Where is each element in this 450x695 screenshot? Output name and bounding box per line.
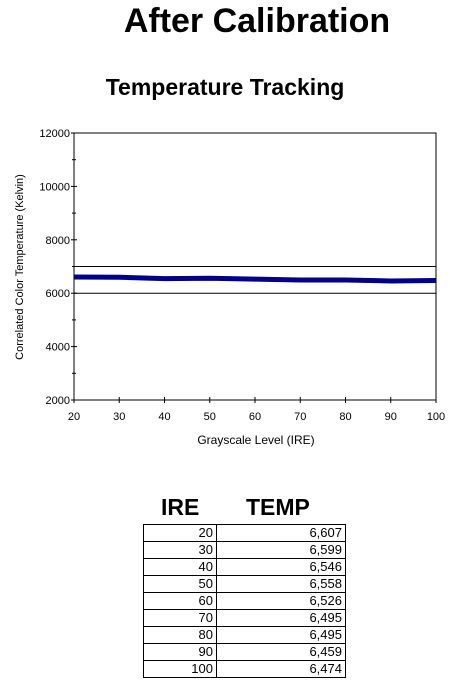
y-tick-label: 6000 <box>46 288 70 300</box>
ire-cell: 30 <box>143 541 217 559</box>
x-axis-label: Grayscale Level (IRE) <box>197 433 314 447</box>
y-tick-label: 12000 <box>39 128 70 140</box>
temp-cell: 6,558 <box>216 575 346 593</box>
y-tick-label: 8000 <box>46 235 70 247</box>
ire-cell: 100 <box>143 660 217 678</box>
table-row: 80 6,495 <box>143 626 346 644</box>
y-tick-label: 4000 <box>46 342 70 354</box>
x-tick-label: 30 <box>113 411 125 423</box>
y-axis-label: Correlated Color Temperature (Kelvin) <box>14 174 26 360</box>
y-tick-label: 2000 <box>46 395 70 407</box>
x-tick-label: 50 <box>204 411 216 423</box>
ire-cell: 60 <box>143 592 217 610</box>
x-tick-label: 70 <box>294 411 306 423</box>
temp-cell: 6,474 <box>216 660 346 678</box>
chart-title: Temperature Tracking <box>105 74 345 100</box>
temp-cell: 6,607 <box>216 524 346 542</box>
temp-cell: 6,495 <box>216 626 346 644</box>
ire-cell: 20 <box>143 524 217 542</box>
temp-cell: 6,546 <box>216 558 346 576</box>
calibration-table: IRE TEMP 20 6,607 30 6,599 40 6,546 50 6,558 60 6… <box>143 494 346 678</box>
ire-cell: 90 <box>143 643 217 661</box>
table-header-ire: IRE <box>161 494 200 520</box>
table-row: 50 6,558 <box>143 575 346 593</box>
table-row: 90 6,459 <box>143 643 346 661</box>
temp-cell: 6,526 <box>216 592 346 610</box>
ire-cell: 80 <box>143 626 217 644</box>
ire-cell: 50 <box>143 575 217 593</box>
x-tick-label: 60 <box>249 411 261 423</box>
y-tick-label: 10000 <box>39 181 70 193</box>
table-row: 100 6,474 <box>143 660 346 678</box>
x-tick-label: 40 <box>158 411 170 423</box>
x-tick-label: 20 <box>68 411 80 423</box>
ire-cell: 70 <box>143 609 217 627</box>
table-row: 40 6,546 <box>143 558 346 576</box>
temp-cell: 6,495 <box>216 609 346 627</box>
series-line <box>73 274 437 284</box>
temp-cell: 6,459 <box>216 643 346 661</box>
x-tick-label: 80 <box>339 411 351 423</box>
x-tick-label: 100 <box>427 411 445 423</box>
table-row: 20 6,607 <box>143 524 346 542</box>
x-tick-label: 90 <box>385 411 397 423</box>
table-row: 70 6,495 <box>143 609 346 627</box>
table-header-temp: TEMP <box>246 494 310 520</box>
ire-cell: 40 <box>143 558 217 576</box>
temperature-chart: 2000 4000 6000 8000 10000 12000 20 30 40 50 60 70 80… <box>14 128 445 447</box>
page-title: After Calibration <box>123 2 391 40</box>
table-row: 60 6,526 <box>143 592 346 610</box>
temp-cell: 6,599 <box>216 541 346 559</box>
table-row: 30 6,599 <box>143 541 346 559</box>
